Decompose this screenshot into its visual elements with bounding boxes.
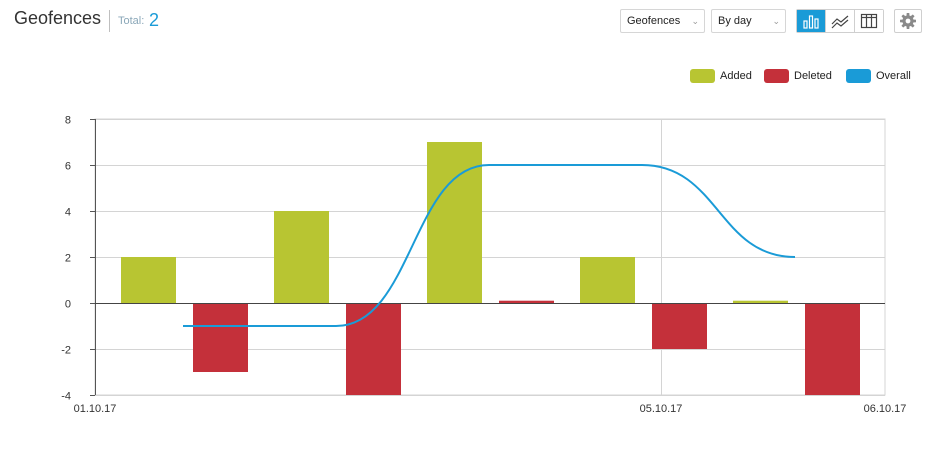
y-tick-label: 0: [65, 299, 71, 311]
y-tick-label: 6: [65, 161, 71, 173]
legend-label-deleted: Deleted: [794, 70, 832, 82]
bar-added: [427, 142, 482, 303]
x-tick-label: 05.10.17: [640, 403, 683, 415]
bar-added: [580, 257, 635, 303]
y-tick-label: 4: [65, 207, 71, 219]
x-tick-label: 06.10.17: [864, 403, 907, 415]
line-chart-icon: [831, 15, 849, 29]
settings-button[interactable]: [894, 9, 922, 33]
y-tick-label: 2: [65, 253, 71, 265]
table-icon: [860, 13, 878, 29]
legend-label-added: Added: [720, 70, 752, 82]
table-view-button[interactable]: [855, 10, 883, 32]
bar-deleted: [652, 303, 707, 349]
gear-icon: [900, 13, 916, 29]
bar-deleted: [805, 303, 860, 395]
y-tick-label: -2: [61, 345, 71, 357]
legend-label-overall: Overall: [876, 70, 911, 82]
view-toggle-group: [796, 9, 884, 33]
metric-select[interactable]: Geofences ⌄: [620, 9, 705, 33]
bar-added: [121, 257, 176, 303]
total-label: Total:: [118, 15, 145, 27]
metric-select-value: Geofences: [627, 15, 681, 27]
y-tick-label: 8: [65, 115, 71, 127]
period-select[interactable]: By day ⌄: [711, 9, 786, 33]
x-tick-label: 01.10.17: [74, 403, 117, 415]
chevron-down-icon: ⌄: [691, 16, 699, 26]
legend-item-added[interactable]: Added: [690, 68, 752, 84]
bar-deleted: [499, 300, 554, 303]
legend-swatch-overall: [846, 69, 871, 83]
header: Geofences Total: 2 Geofences ⌄ By day ⌄: [0, 0, 940, 45]
line-overall: [183, 163, 796, 328]
bar-deleted: [346, 303, 401, 395]
legend-swatch-added: [690, 69, 715, 83]
legend-item-deleted[interactable]: Deleted: [764, 68, 832, 84]
legend-item-overall[interactable]: Overall: [846, 68, 911, 84]
total-value: 2: [149, 10, 160, 30]
y-tick-label: -4: [61, 391, 71, 403]
bar-deleted: [193, 303, 248, 372]
title-divider: [109, 10, 110, 32]
line-chart-view-button[interactable]: [826, 10, 855, 32]
bar-added: [274, 211, 329, 303]
legend-swatch-deleted: [764, 69, 789, 83]
page-title: Geofences: [14, 8, 102, 28]
bar-chart-view-button[interactable]: [797, 10, 826, 32]
chevron-down-icon: ⌄: [772, 16, 780, 26]
period-select-value: By day: [718, 15, 752, 27]
bar-chart-icon: [803, 15, 819, 29]
bar-added: [733, 300, 788, 303]
